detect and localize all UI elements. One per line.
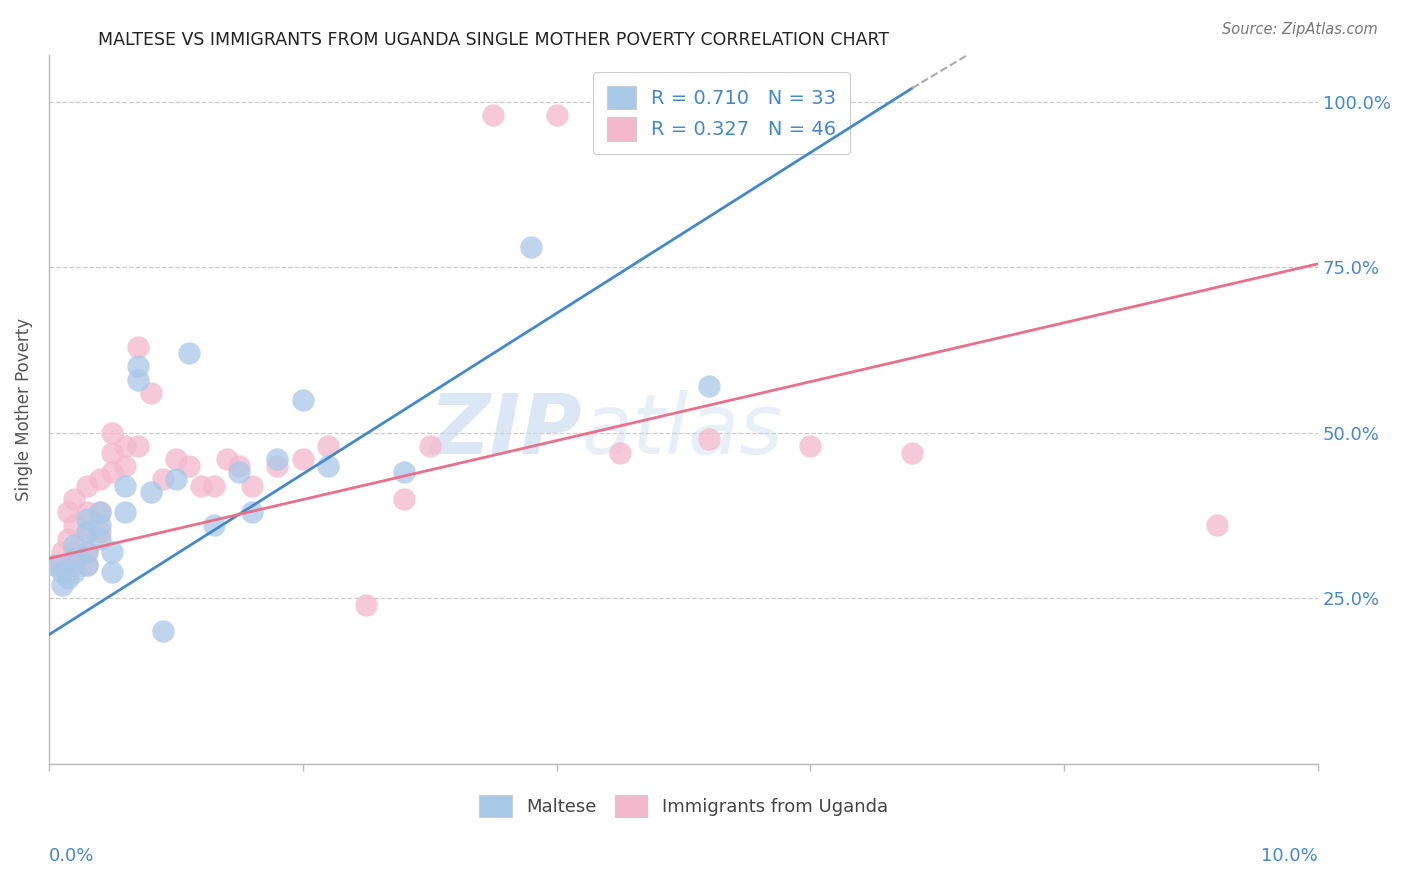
Point	[51, 558, 73, 573]
Point	[316, 458, 339, 473]
Point	[56, 571, 79, 585]
Point	[101, 466, 124, 480]
Point	[89, 472, 111, 486]
Point	[177, 346, 200, 360]
Point	[51, 545, 73, 559]
Point	[51, 578, 73, 592]
Text: ZIP: ZIP	[429, 390, 582, 471]
Point	[89, 505, 111, 519]
Point	[89, 532, 111, 546]
Y-axis label: Single Mother Poverty: Single Mother Poverty	[15, 318, 32, 501]
Point	[76, 558, 98, 573]
Point	[609, 445, 631, 459]
Point	[139, 385, 162, 400]
Text: MALTESE VS IMMIGRANTS FROM UGANDA SINGLE MOTHER POVERTY CORRELATION CHART: MALTESE VS IMMIGRANTS FROM UGANDA SINGLE…	[98, 31, 890, 49]
Point	[165, 452, 187, 467]
Point	[394, 466, 416, 480]
Point	[152, 472, 174, 486]
Point	[127, 340, 149, 354]
Point	[316, 439, 339, 453]
Point	[76, 512, 98, 526]
Point	[266, 458, 288, 473]
Point	[63, 551, 86, 566]
Point	[697, 379, 720, 393]
Point	[697, 432, 720, 446]
Point	[44, 558, 66, 573]
Point	[63, 518, 86, 533]
Point	[291, 452, 314, 467]
Point	[63, 558, 86, 573]
Point	[56, 532, 79, 546]
Point	[89, 505, 111, 519]
Text: Source: ZipAtlas.com: Source: ZipAtlas.com	[1222, 22, 1378, 37]
Point	[101, 445, 124, 459]
Legend: Maltese, Immigrants from Uganda: Maltese, Immigrants from Uganda	[470, 786, 897, 826]
Point	[228, 466, 250, 480]
Point	[215, 452, 238, 467]
Point	[202, 518, 225, 533]
Text: 10.0%: 10.0%	[1261, 847, 1319, 865]
Text: atlas: atlas	[582, 390, 783, 471]
Point	[1205, 518, 1227, 533]
Point	[76, 558, 98, 573]
Point	[266, 452, 288, 467]
Point	[127, 373, 149, 387]
Point	[56, 505, 79, 519]
Point	[394, 491, 416, 506]
Point	[177, 458, 200, 473]
Point	[114, 505, 136, 519]
Point	[44, 558, 66, 573]
Point	[127, 439, 149, 453]
Point	[76, 478, 98, 492]
Point	[101, 425, 124, 440]
Point	[63, 491, 86, 506]
Point	[165, 472, 187, 486]
Point	[76, 524, 98, 539]
Point	[63, 545, 86, 559]
Text: 0.0%: 0.0%	[49, 847, 94, 865]
Point	[546, 108, 568, 122]
Point	[101, 565, 124, 579]
Point	[482, 108, 505, 122]
Point	[202, 478, 225, 492]
Point	[291, 392, 314, 407]
Point	[901, 445, 924, 459]
Point	[89, 518, 111, 533]
Point	[228, 458, 250, 473]
Point	[139, 485, 162, 500]
Point	[114, 439, 136, 453]
Point	[240, 478, 263, 492]
Point	[76, 505, 98, 519]
Point	[63, 538, 86, 552]
Point	[240, 505, 263, 519]
Point	[152, 624, 174, 639]
Point	[127, 359, 149, 374]
Point	[76, 545, 98, 559]
Point	[51, 565, 73, 579]
Point	[101, 545, 124, 559]
Point	[419, 439, 441, 453]
Point	[114, 478, 136, 492]
Point	[63, 565, 86, 579]
Point	[356, 598, 378, 612]
Point	[114, 458, 136, 473]
Point	[76, 545, 98, 559]
Point	[520, 240, 543, 254]
Point	[89, 524, 111, 539]
Point	[76, 524, 98, 539]
Point	[190, 478, 212, 492]
Point	[799, 439, 821, 453]
